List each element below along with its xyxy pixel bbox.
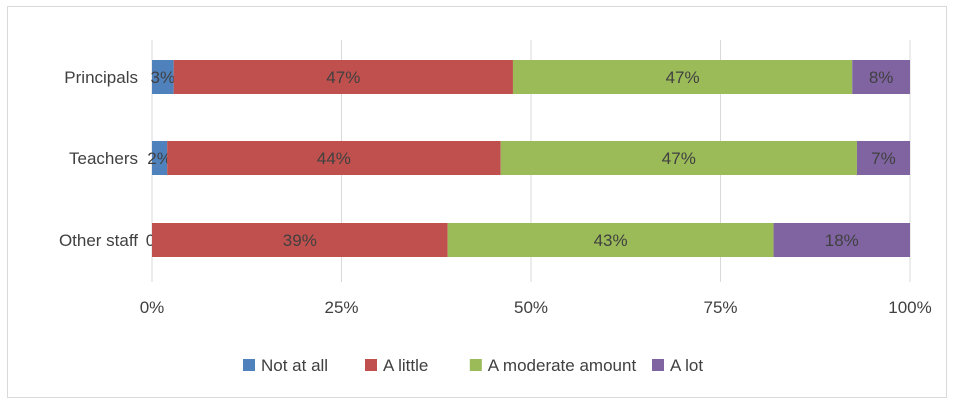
bar-segment bbox=[512, 60, 853, 94]
data-label: 43% bbox=[594, 231, 628, 250]
legend-swatch bbox=[652, 359, 664, 371]
bar-segment bbox=[852, 60, 910, 94]
bar-segment bbox=[167, 141, 501, 175]
x-tick-label: 25% bbox=[324, 298, 358, 317]
bar-segment bbox=[152, 223, 448, 257]
legend-swatch bbox=[243, 359, 255, 371]
category-label: Teachers bbox=[69, 149, 138, 168]
data-label: 44% bbox=[317, 149, 351, 168]
data-label: 7% bbox=[871, 149, 896, 168]
bar-segment bbox=[773, 223, 910, 257]
data-label: 47% bbox=[666, 68, 700, 87]
legend-label: A lot bbox=[670, 356, 703, 375]
legend-swatch bbox=[365, 359, 377, 371]
data-label: 18% bbox=[825, 231, 859, 250]
data-label: 47% bbox=[326, 68, 360, 87]
data-label: 47% bbox=[662, 149, 696, 168]
bar-segment bbox=[500, 141, 857, 175]
legend-swatch bbox=[469, 359, 482, 371]
bar-segment bbox=[447, 223, 774, 257]
legend-label: Not at all bbox=[261, 356, 328, 375]
data-label: 2% bbox=[147, 149, 172, 168]
bar-segment bbox=[856, 141, 910, 175]
legend-label: A little bbox=[383, 356, 428, 375]
data-label: 3% bbox=[151, 68, 176, 87]
bar-segment bbox=[152, 60, 174, 94]
category-label: Principals bbox=[64, 68, 138, 87]
x-tick-label: 0% bbox=[140, 298, 165, 317]
bar-segment bbox=[173, 60, 513, 94]
x-tick-label: 75% bbox=[703, 298, 737, 317]
category-label: Other staff bbox=[59, 231, 138, 250]
data-label: 39% bbox=[283, 231, 317, 250]
legend-label: A moderate amount bbox=[488, 356, 637, 375]
bar-segment bbox=[152, 141, 168, 175]
x-tick-label: 50% bbox=[514, 298, 548, 317]
data-label: 8% bbox=[869, 68, 894, 87]
x-tick-label: 100% bbox=[888, 298, 931, 317]
